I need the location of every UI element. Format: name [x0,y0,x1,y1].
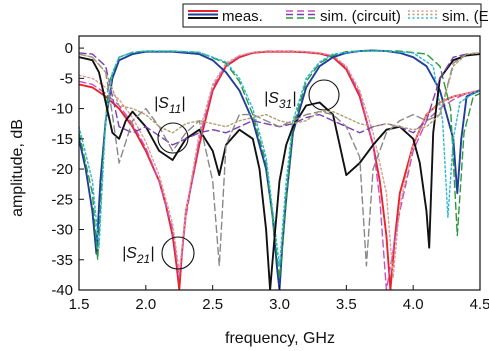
series-line-s21-3 [79,50,480,279]
annotations: |S11| |S31| |S21| [122,79,340,270]
series-line-s11-9 [79,52,480,267]
x-tick-label: 1.5 [69,296,90,313]
series-line-s31-5 [79,49,480,279]
x-tick-label: 2.0 [135,296,156,313]
annotation-label: |S31| [264,90,296,111]
y-tick-label: 0 [65,40,73,57]
series-line-s31-6 [79,50,480,267]
y-tick-label: -25 [51,191,73,208]
y-tick-label: -10 [51,101,73,118]
x-tick-label: 2.5 [202,296,223,313]
annotation-circle [161,236,195,270]
axis-ticks: 1.5 2.0 2.5 3.0 3.5 4.0 4.5 0 -5 -10 -15 -20 -25 -30 -… [51,40,489,313]
y-axis-title: amplitude, dB [9,119,26,217]
legend-box [182,3,482,28]
series-lines [79,49,480,290]
annotation-circle [308,79,340,111]
legend: meas. sim. (circuit) sim. (EM) [182,3,489,28]
y-tick-label: -40 [51,282,73,299]
x-axis-title: frequency, GHz [225,330,335,347]
x-tick-label: 3.5 [336,296,357,313]
legend-label: sim. (circuit) [320,8,401,25]
series-line-s11-10 [79,52,480,134]
x-tick-label: 4.0 [403,296,424,313]
x-tick-label: 4.5 [470,296,489,313]
y-tick-label: -20 [51,161,73,178]
legend-label: sim. (EM) [442,8,489,25]
series-line-s31-4 [79,49,480,290]
legend-label: meas. [222,8,263,25]
y-tick-label: -35 [51,252,73,269]
y-tick-label: -30 [51,222,73,239]
annotation-label: |S11| [154,95,185,116]
x-tick-label: 3.0 [269,296,290,313]
y-tick-label: -5 [60,70,73,87]
y-tick-label: -15 [51,131,73,148]
series-line-s11-7 [79,53,480,290]
annotation-label: |S21| [122,245,154,266]
series-line-s11-8 [79,52,480,146]
annotation-circle [157,122,189,154]
